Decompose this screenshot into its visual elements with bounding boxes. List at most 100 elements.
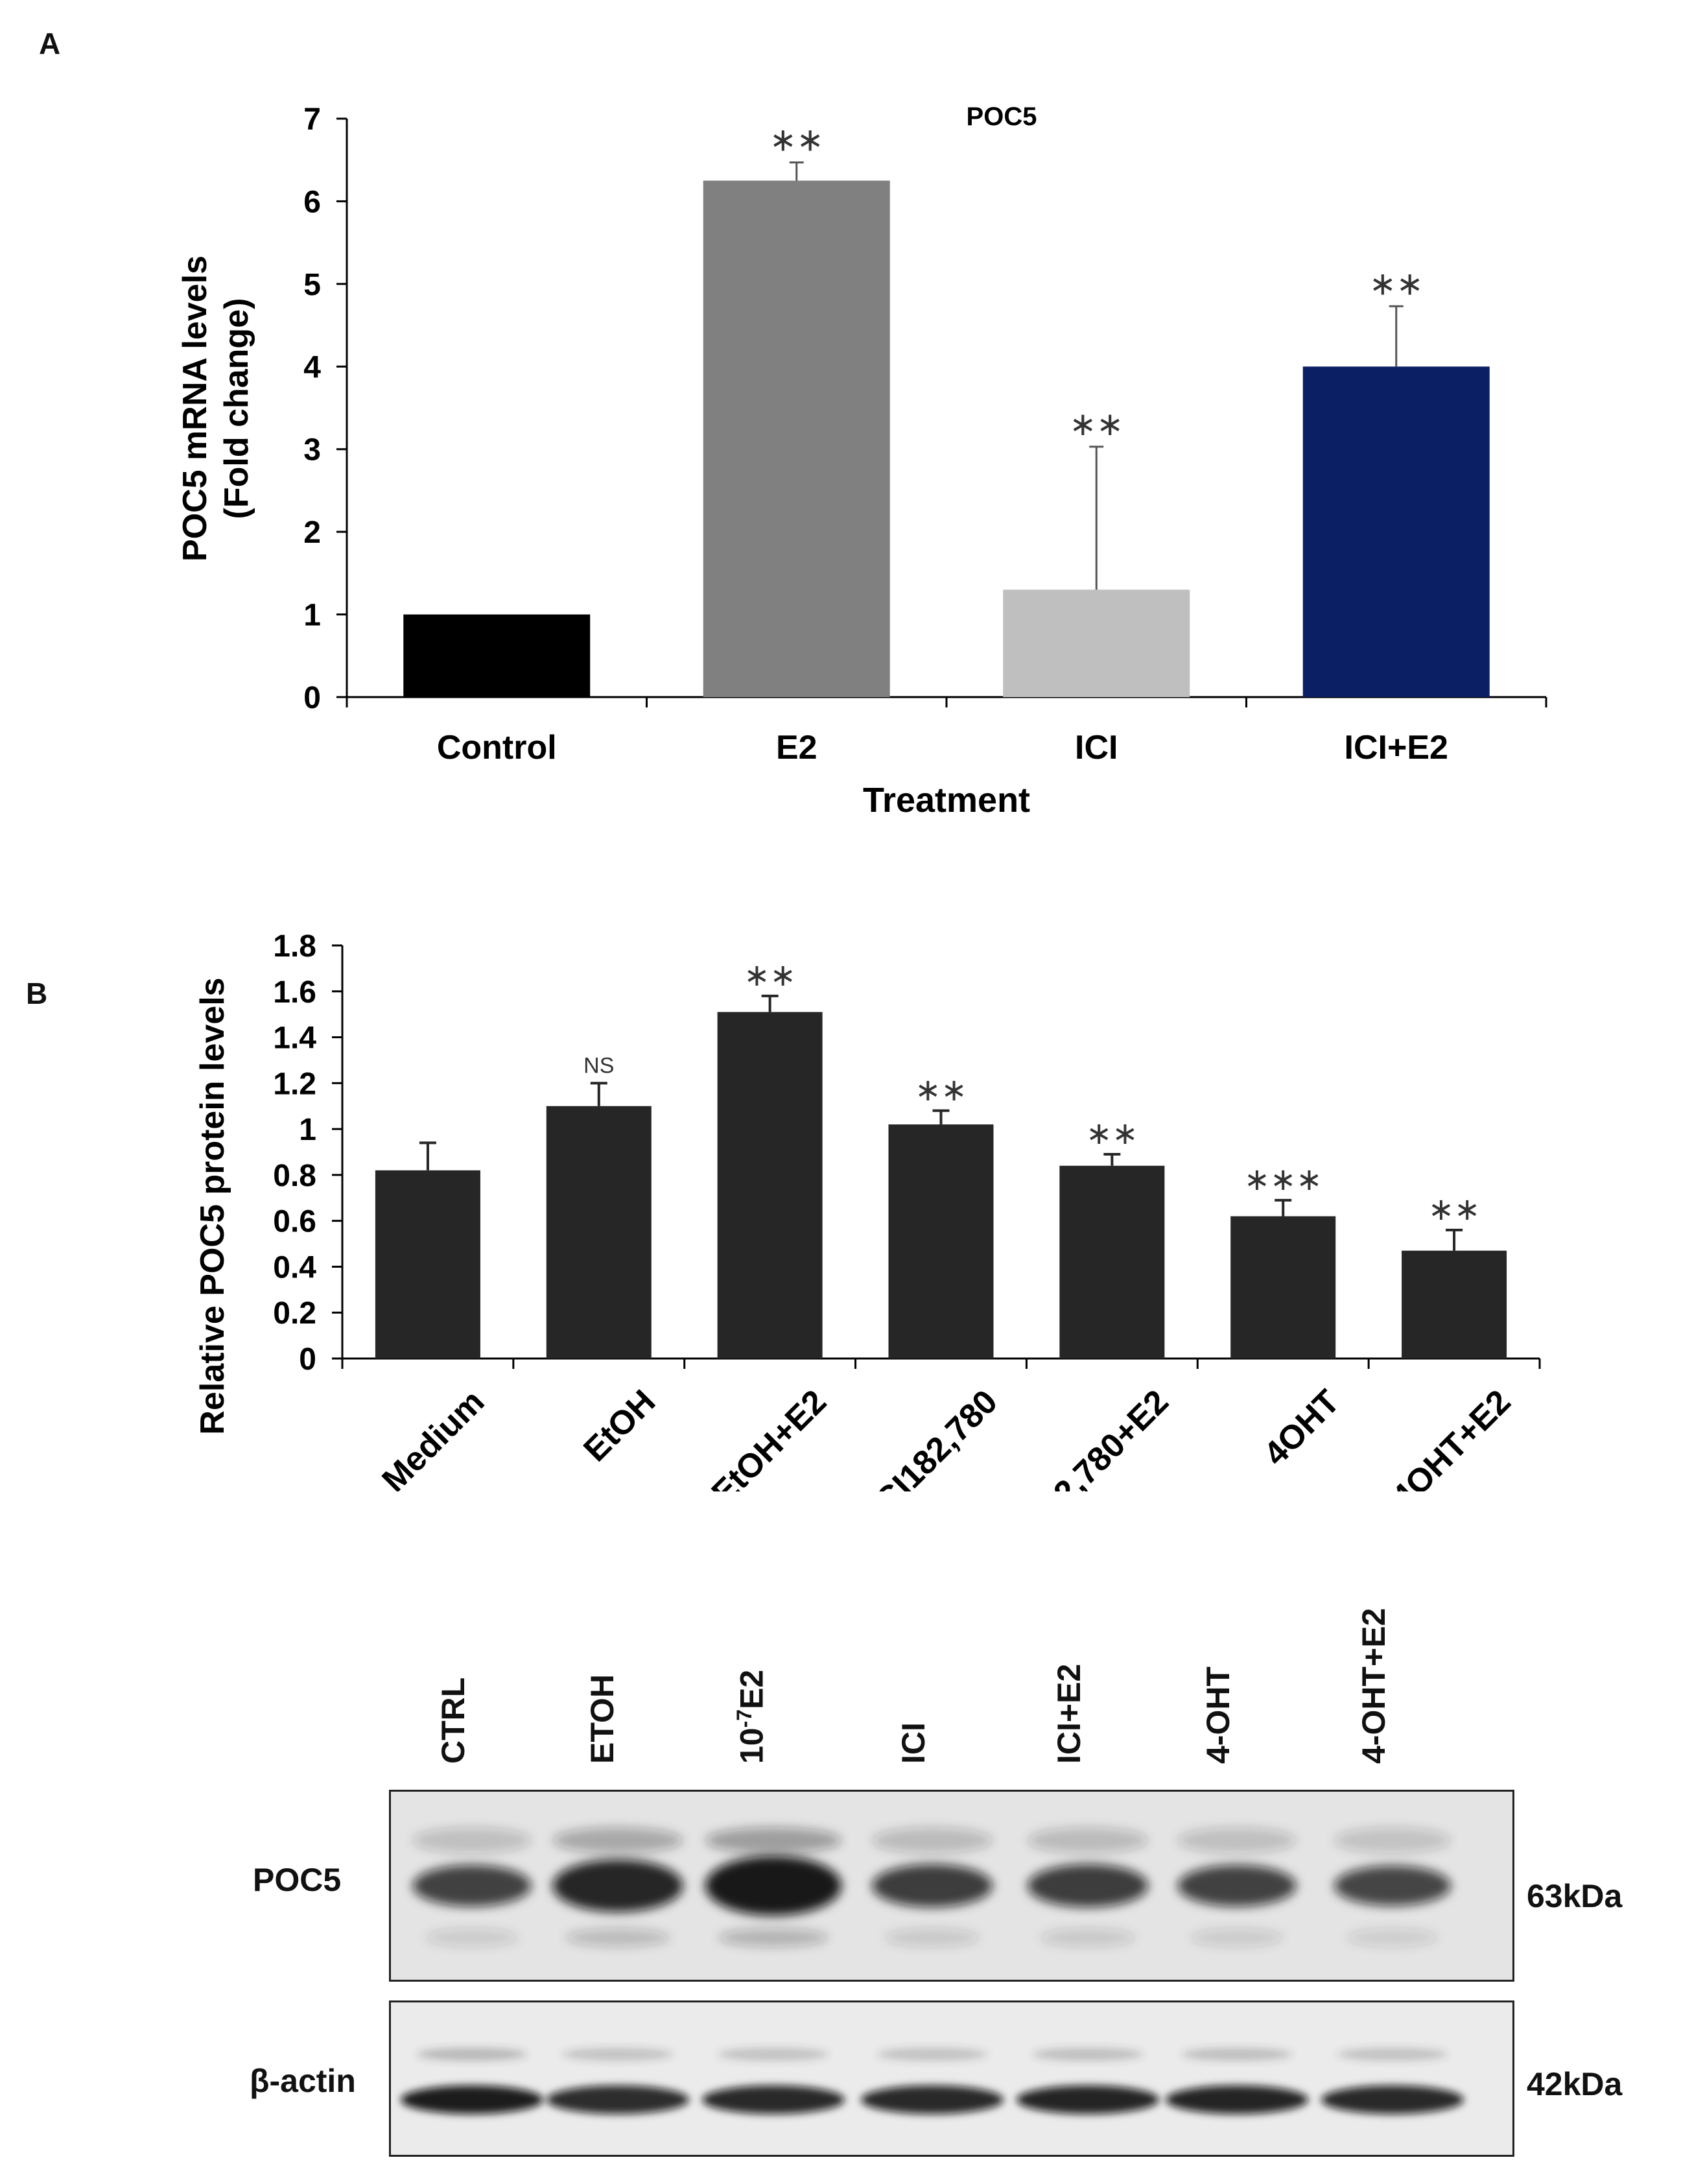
y-tick-label-a: 0 bbox=[303, 681, 321, 715]
poc5-band-lower bbox=[425, 1929, 519, 1947]
x-label-a: ICI bbox=[1075, 729, 1118, 766]
y-tick-label-b: 1.4 bbox=[273, 1021, 316, 1056]
significance-a: ∗∗ bbox=[1369, 265, 1424, 302]
x-label-b: 4OHT+E2 bbox=[1385, 1383, 1518, 1491]
chart-b-ylabel: Relative POC5 protein levels bbox=[194, 977, 231, 1434]
bar-b-ici182-780-e2 bbox=[1059, 1165, 1165, 1359]
lane-label: 10-7E2 bbox=[733, 1669, 770, 1764]
poc5-band-main bbox=[705, 1856, 841, 1916]
lane-label: 4-OHT+E2 bbox=[1356, 1608, 1392, 1764]
poc5-band-upper bbox=[1334, 1827, 1451, 1853]
actin-blot bbox=[389, 2000, 1514, 2157]
bar-a-control bbox=[403, 614, 591, 697]
actin-band-faint bbox=[718, 2048, 829, 2061]
poc5-band-upper bbox=[705, 1827, 841, 1853]
y-tick-label-b: 1 bbox=[299, 1113, 316, 1147]
actin-band-faint bbox=[877, 2048, 987, 2061]
actin-row-label: β-actin bbox=[250, 2063, 356, 2099]
chart-a-ylabel: POC5 mRNA levels (Fold change) bbox=[176, 255, 255, 562]
bar-b-medium bbox=[375, 1170, 480, 1359]
panel-b-label: B bbox=[26, 977, 48, 1010]
significance-b: ∗∗ bbox=[1428, 1193, 1480, 1227]
poc5-band-lower bbox=[1347, 1929, 1438, 1947]
lane-label: CTRL bbox=[435, 1677, 471, 1764]
actin-band-main bbox=[702, 2085, 845, 2114]
y-tick-label-b: 1.8 bbox=[273, 929, 316, 964]
actin-band-main bbox=[1017, 2085, 1159, 2114]
y-tick-label-a: 7 bbox=[303, 102, 321, 137]
poc5-band-upper bbox=[412, 1827, 532, 1853]
y-tick-label-b: 0.6 bbox=[273, 1205, 316, 1239]
x-label-b: EtOH bbox=[576, 1383, 663, 1469]
poc5-band-main bbox=[1334, 1866, 1451, 1906]
poc5-band-upper bbox=[552, 1827, 683, 1853]
y-tick-label-a: 4 bbox=[303, 350, 321, 385]
actin-band-faint bbox=[1337, 2048, 1448, 2061]
y-tick-label-a: 5 bbox=[303, 268, 321, 302]
poc5-band-main bbox=[412, 1864, 532, 1907]
actin-size-label: 42kDa bbox=[1527, 2066, 1623, 2102]
lane-label: ETOH bbox=[584, 1674, 620, 1764]
poc5-band-main bbox=[872, 1864, 993, 1908]
poc5-band-lower bbox=[1190, 1929, 1284, 1947]
x-label-a: ICI+E2 bbox=[1345, 729, 1448, 766]
bar-a-ici-e2 bbox=[1302, 366, 1490, 697]
significance-b: ∗∗∗ bbox=[1244, 1163, 1322, 1197]
y-tick-label-a: 3 bbox=[303, 433, 321, 468]
poc5-band-lower bbox=[1040, 1929, 1135, 1947]
x-label-b: ICI182,780 bbox=[862, 1383, 1005, 1491]
actin-band-main bbox=[861, 2085, 1004, 2114]
actin-band-faint bbox=[1182, 2048, 1292, 2061]
poc5-band-main bbox=[1177, 1864, 1297, 1907]
lane-label: ICI+E2 bbox=[1051, 1663, 1087, 1764]
poc5-band-upper bbox=[1028, 1827, 1148, 1853]
significance-b: NS bbox=[583, 1053, 614, 1078]
bar-a-e2 bbox=[703, 180, 890, 698]
actin-band-main bbox=[1166, 2085, 1308, 2114]
significance-a: ∗∗ bbox=[1069, 406, 1123, 442]
actin-band-faint bbox=[563, 2048, 673, 2061]
chart-a-ylabel-line1: POC5 mRNA levels bbox=[176, 255, 214, 562]
poc5-band-lower bbox=[885, 1929, 980, 1947]
bar-b-etoh bbox=[546, 1106, 652, 1359]
bar-b-4oht bbox=[1230, 1216, 1336, 1359]
bar-b-etoh-e2 bbox=[717, 1012, 823, 1359]
poc5-size-label: 63kDa bbox=[1527, 1878, 1623, 1914]
y-tick-label-a: 2 bbox=[303, 516, 321, 550]
chart-b-protein: 0 0.2 0.4 0.6 0.8 1 1.2 1.4 1.6 1.8 Medium NS EtOH ∗∗… bbox=[194, 929, 1541, 1491]
actin-band-faint bbox=[1033, 2048, 1143, 2061]
poc5-band-lower bbox=[565, 1929, 670, 1947]
significance-a: ∗∗ bbox=[770, 122, 824, 158]
poc5-band-upper bbox=[872, 1827, 993, 1853]
y-tick-label-b: 0.4 bbox=[273, 1250, 316, 1285]
poc5-band-main bbox=[1028, 1864, 1148, 1908]
significance-b: ∗∗ bbox=[744, 958, 795, 993]
poc5-row-label: POC5 bbox=[253, 1862, 342, 1898]
poc5-band-lower bbox=[718, 1929, 829, 1947]
actin-band-main bbox=[401, 2085, 543, 2114]
lane-label: 4-OHT bbox=[1200, 1667, 1236, 1764]
x-label-b: EtOH+E2 bbox=[705, 1383, 834, 1491]
poc5-band-upper bbox=[1177, 1827, 1297, 1853]
chart-a-ylabel-line2: (Fold change) bbox=[218, 298, 255, 519]
chart-a-title: POC5 bbox=[967, 102, 1037, 131]
y-tick-label-b: 0 bbox=[299, 1342, 316, 1377]
significance-b: ∗∗ bbox=[915, 1073, 967, 1108]
y-tick-label-b: 1.2 bbox=[273, 1067, 316, 1101]
y-tick-label-b: 0.2 bbox=[273, 1296, 316, 1331]
lane-label: ICI bbox=[895, 1722, 932, 1764]
significance-b: ∗∗ bbox=[1086, 1117, 1138, 1151]
y-tick-label-b: 1.6 bbox=[273, 975, 316, 1010]
y-tick-label-a: 1 bbox=[303, 599, 321, 633]
bar-b-ici182-780 bbox=[888, 1124, 994, 1359]
bar-b-4oht-e2 bbox=[1402, 1250, 1507, 1359]
chart-a-xlabel: Treatment bbox=[863, 781, 1030, 820]
x-label-a: Control bbox=[437, 729, 557, 766]
panel-a-label: A bbox=[39, 27, 61, 60]
actin-band-faint bbox=[417, 2048, 527, 2061]
chart-a-mrna: 0 1 2 3 4 5 6 7 Control ∗∗ E2 ∗∗ ICI ∗∗ ICI+E2 POC5 Trea… bbox=[176, 102, 1547, 820]
actin-band-main bbox=[547, 2085, 689, 2114]
x-label-a: E2 bbox=[776, 729, 817, 766]
y-tick-label-b: 0.8 bbox=[273, 1159, 316, 1193]
actin-band-main bbox=[1321, 2085, 1464, 2114]
